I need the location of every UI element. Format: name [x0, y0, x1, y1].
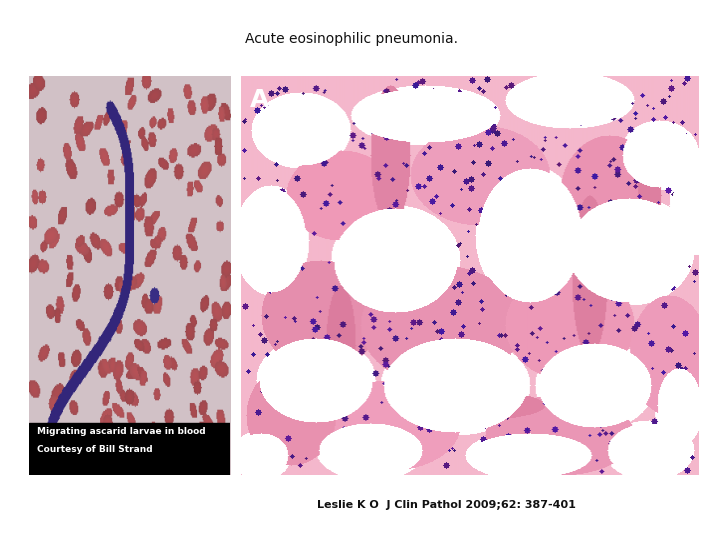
- Text: Courtesy of Bill Strand: Courtesy of Bill Strand: [37, 445, 153, 454]
- Text: Acute eosinophilic pneumonia.: Acute eosinophilic pneumonia.: [245, 32, 458, 46]
- Text: Migrating ascarid larvae in blood: Migrating ascarid larvae in blood: [37, 427, 205, 436]
- Text: A: A: [251, 87, 270, 112]
- Text: Leslie K O  J Clin Pathol 2009;62: 387-401: Leslie K O J Clin Pathol 2009;62: 387-40…: [317, 500, 576, 510]
- Bar: [29, 423, 230, 475]
